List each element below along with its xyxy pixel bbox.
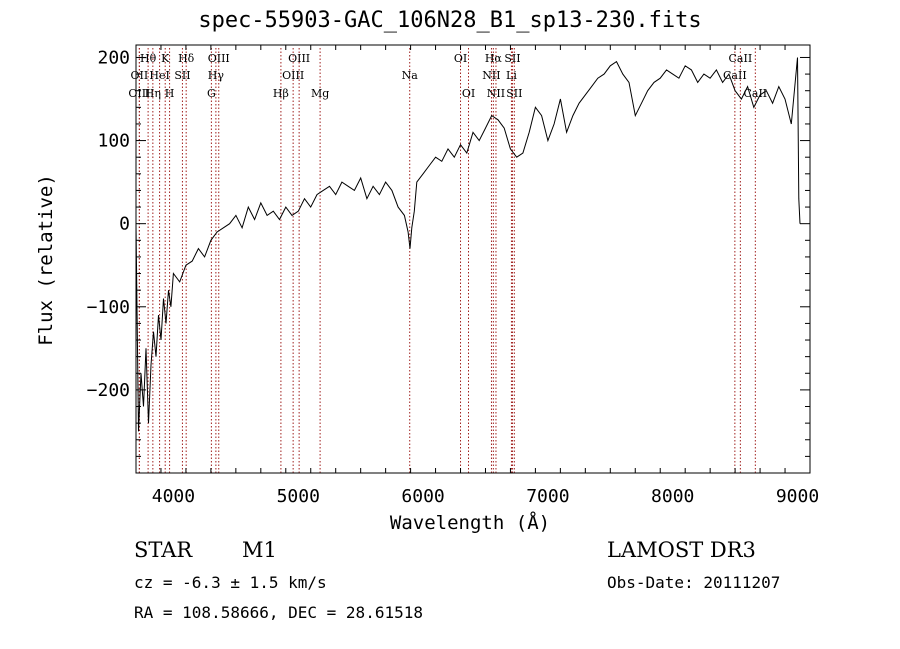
chart-title: spec-55903-GAC_106N28_B1_sp13-230.fits xyxy=(198,8,702,33)
x-tick-label: 5000 xyxy=(277,486,320,507)
line-label-12: Hβ xyxy=(273,87,289,100)
line-label-13: OIII xyxy=(288,52,310,65)
object-subclass: M1 xyxy=(242,538,277,562)
x-axis-label: Wavelength (Å) xyxy=(390,511,550,534)
y-tick-label: 200 xyxy=(97,47,130,68)
obs-date: Obs-Date: 20111207 xyxy=(607,573,781,592)
line-label-6: H xyxy=(165,87,175,100)
y-tick-label: 0 xyxy=(119,214,130,235)
y-tick-label: 100 xyxy=(97,131,130,152)
line-label-0: Hθ xyxy=(140,52,157,65)
line-label-21: NII xyxy=(482,69,500,82)
line-label-18: OI xyxy=(462,87,475,100)
line-label-17: OI xyxy=(454,52,467,65)
spectrum-line xyxy=(135,57,801,432)
x-tick-label: 8000 xyxy=(651,486,694,507)
y-axis-label: Flux (relative) xyxy=(35,174,57,346)
x-tick-label: 7000 xyxy=(526,486,569,507)
line-label-14: OIII xyxy=(282,69,304,82)
redshift-cz: cz = -6.3 ± 1.5 km/s xyxy=(134,573,327,592)
line-label-7: SII xyxy=(174,69,190,82)
line-label-27: CaII xyxy=(743,87,767,100)
x-tick-label: 9000 xyxy=(776,486,819,507)
line-label-10: Hγ xyxy=(208,69,225,82)
line-label-9: OIII xyxy=(208,52,230,65)
line-label-15: Mg xyxy=(311,87,329,100)
y-tick-label: −200 xyxy=(87,380,130,401)
object-class: STAR xyxy=(134,538,193,562)
line-label-26: CaII xyxy=(723,69,747,82)
line-label-23: NII xyxy=(487,87,505,100)
line-label-16: Na xyxy=(402,69,419,82)
x-tick-label: 6000 xyxy=(401,486,444,507)
survey-name: LAMOST DR3 xyxy=(607,538,756,562)
axes: 4000 5000 6000 7000 8000 9000 −200 −100 0 100 200 xyxy=(87,44,819,507)
line-label-1: OII xyxy=(131,69,149,82)
line-label-4: HeI xyxy=(149,69,169,82)
line-label-20: SII xyxy=(504,52,520,65)
line-label-22: Li xyxy=(506,69,517,82)
ra-dec: RA = 108.58666, DEC = 28.61518 xyxy=(134,603,423,622)
line-label-8: Hδ xyxy=(178,52,195,65)
line-label-5: K xyxy=(161,52,170,65)
line-label-3: Hη xyxy=(145,87,161,100)
line-label-25: CaII xyxy=(729,52,753,65)
line-label-19: Hα xyxy=(485,52,503,65)
plot-frame xyxy=(135,44,811,474)
line-label-2: OIII xyxy=(128,87,150,100)
spectrum-series xyxy=(135,57,801,432)
y-tick-label: −100 xyxy=(87,297,130,318)
line-label-11: G xyxy=(207,87,216,100)
line-markers xyxy=(138,48,756,473)
line-label-24: SII xyxy=(506,87,522,100)
x-tick-label: 4000 xyxy=(152,486,195,507)
